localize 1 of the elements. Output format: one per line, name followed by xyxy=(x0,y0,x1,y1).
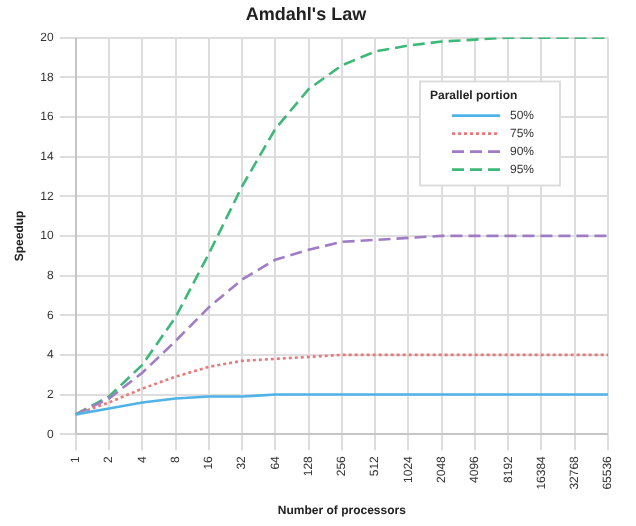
chart-title: Amdahl's Law xyxy=(245,3,369,24)
